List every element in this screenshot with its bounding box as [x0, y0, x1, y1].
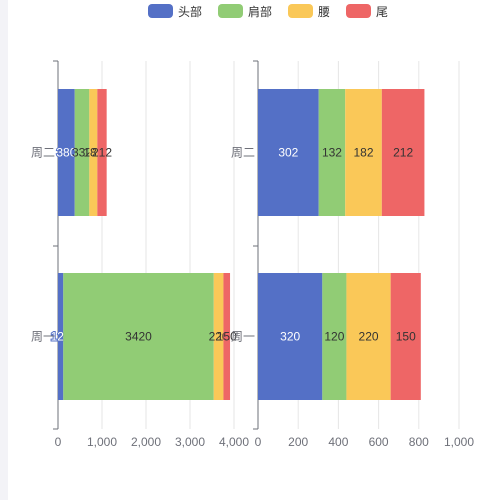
x-tick-label: 0 — [255, 435, 262, 449]
x-tick-label: 800 — [409, 435, 429, 449]
bar-segment[interactable] — [58, 273, 64, 400]
bar-segment[interactable] — [63, 273, 214, 400]
bar-data-label: 332 — [72, 146, 92, 160]
x-tick-label: 2,000 — [131, 435, 161, 449]
legend-swatch[interactable] — [218, 4, 243, 18]
bar-segment[interactable] — [322, 273, 347, 400]
bar-data-label: 212 — [92, 146, 112, 160]
bar-segment[interactable] — [390, 273, 421, 400]
legend-label[interactable]: 腰 — [318, 5, 330, 19]
bar-data-label: 182 — [354, 146, 374, 160]
stacked-bar-chart: 头部 肩部 腰 尾 0 1,000 2,000 3,000 4,000 120 3420 220 150… — [31, 4, 474, 449]
bar-segment[interactable] — [223, 273, 231, 400]
legend-label[interactable]: 尾 — [376, 5, 388, 19]
bar-segment[interactable] — [213, 273, 224, 400]
bar-data-label: 212 — [393, 146, 413, 160]
bar-data-label: 220 — [359, 330, 379, 344]
bar-segment[interactable] — [381, 89, 425, 216]
x-tick-label: 600 — [369, 435, 389, 449]
x-tick-label: 4,000 — [219, 435, 249, 449]
bar-segment[interactable] — [258, 89, 319, 216]
bar-data-label: 132 — [322, 146, 342, 160]
legend-swatch[interactable] — [346, 4, 371, 18]
y-category-label: 周二 — [31, 146, 55, 160]
bar-segment[interactable] — [345, 89, 382, 216]
bar-data-label: 150 — [217, 330, 237, 344]
chart-container: 头部 肩部 腰 尾 0 1,000 2,000 3,000 4,000 120 3420 220 150… — [8, 0, 500, 500]
x-tick-label: 1,000 — [87, 435, 117, 449]
x-tick-label: 1,000 — [444, 435, 474, 449]
legend-label[interactable]: 肩部 — [248, 4, 272, 19]
x-tick-label: 400 — [328, 435, 348, 449]
bar-data-label: 320 — [280, 330, 300, 344]
bar-segment[interactable] — [97, 89, 107, 216]
y-category-label: 周二 — [231, 146, 255, 160]
y-category-label: 周一 — [31, 330, 55, 344]
x-tick-label: 3,000 — [175, 435, 205, 449]
bar-segment[interactable] — [318, 89, 346, 216]
bar-segment[interactable] — [346, 273, 391, 400]
bar-segment[interactable] — [74, 89, 90, 216]
bar-data-label: 3420 — [125, 330, 152, 344]
y-category-label: 周一 — [231, 330, 255, 344]
bar-data-label: 120 — [324, 330, 344, 344]
bar-data-label: 380 — [56, 146, 76, 160]
bar-segment[interactable] — [58, 89, 75, 216]
x-tick-label: 200 — [288, 435, 308, 449]
bar-data-label: 150 — [396, 330, 416, 344]
legend-swatch[interactable] — [288, 4, 313, 18]
bar-segment[interactable] — [89, 89, 98, 216]
x-tick-label: 0 — [55, 435, 62, 449]
bar-data-label: 302 — [278, 146, 298, 160]
legend-label[interactable]: 头部 — [178, 4, 202, 19]
bar-segment[interactable] — [258, 273, 323, 400]
legend-swatch[interactable] — [148, 4, 173, 18]
